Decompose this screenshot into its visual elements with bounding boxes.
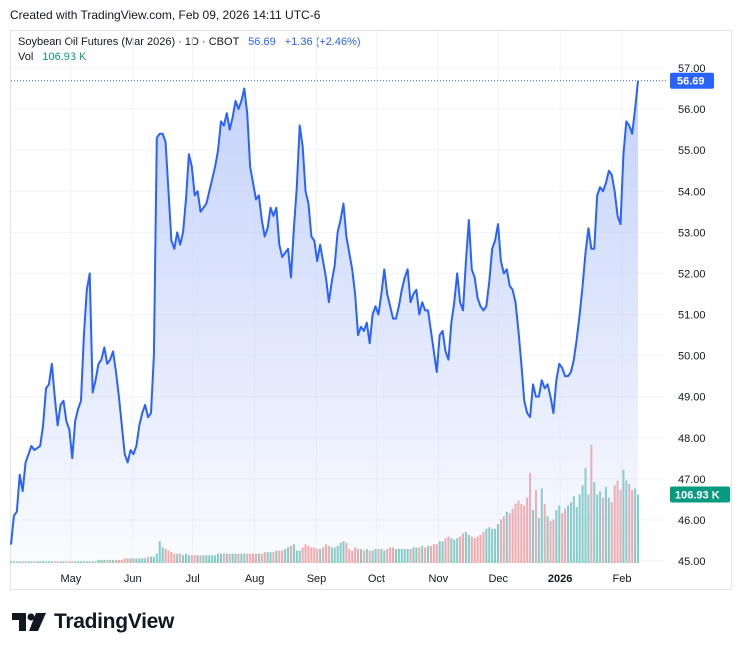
volume-bar bbox=[33, 561, 36, 563]
volume-bar bbox=[106, 559, 109, 563]
price-axis-label: 57.00 bbox=[678, 63, 706, 75]
price-axis-label: 51.00 bbox=[678, 310, 706, 322]
volume-bar bbox=[47, 561, 50, 563]
price-axis-label: 47.00 bbox=[678, 474, 706, 486]
volume-bar bbox=[94, 561, 97, 563]
volume-bar bbox=[44, 561, 48, 563]
volume-bar bbox=[103, 559, 106, 563]
time-axis-label: Feb bbox=[613, 573, 632, 585]
volume-bar bbox=[88, 561, 91, 563]
price-chart[interactable]: 57.00 56.00 55.00 54.00 53.00 52.00 51.00 50.00… bbox=[0, 0, 742, 600]
volume-bar bbox=[77, 561, 80, 563]
price-axis-label: 49.00 bbox=[678, 392, 706, 404]
volume-bar bbox=[56, 561, 59, 563]
time-axis-label: Sep bbox=[307, 573, 327, 585]
volume-bar bbox=[120, 559, 123, 563]
time-axis-label: Oct bbox=[368, 573, 385, 585]
volume-bar bbox=[36, 561, 39, 563]
time-axis-label: Jun bbox=[124, 573, 142, 585]
chart-frame bbox=[10, 30, 732, 590]
volume-bar bbox=[39, 561, 42, 563]
price-axis-label: 46.00 bbox=[678, 515, 706, 527]
time-axis-label: 2026 bbox=[548, 573, 572, 585]
last-price-tag bbox=[670, 72, 714, 89]
volume-bar bbox=[65, 561, 68, 563]
volume-bar bbox=[97, 559, 100, 563]
time-axis-label: May bbox=[61, 573, 82, 585]
volume-bar bbox=[114, 559, 118, 563]
volume-bar bbox=[91, 561, 94, 563]
volume-bar bbox=[50, 561, 53, 563]
price-axis-label: 50.00 bbox=[678, 351, 706, 363]
volume-bar bbox=[59, 561, 62, 563]
symbol-description: Soybean Oil Futures (Mar 2026) · 1D · CB… bbox=[18, 36, 240, 48]
volume-bar bbox=[9, 561, 13, 563]
tradingview-logo-icon bbox=[12, 613, 46, 631]
volume-bar bbox=[74, 561, 77, 563]
volume-bar bbox=[100, 559, 103, 563]
price-axis-label: 54.00 bbox=[678, 186, 706, 198]
price-axis-label: 52.00 bbox=[678, 268, 706, 280]
volume-bar bbox=[109, 559, 112, 563]
price-axis-label: 48.00 bbox=[678, 433, 706, 445]
volume-bar bbox=[15, 561, 18, 563]
time-axis-label: Dec bbox=[488, 573, 508, 585]
time-axis-label: Jul bbox=[186, 573, 200, 585]
volume-bar bbox=[82, 561, 85, 563]
volume-bar bbox=[85, 561, 88, 563]
price-area-fill bbox=[11, 80, 638, 562]
volume-bar bbox=[79, 561, 83, 563]
volume-bar bbox=[112, 559, 115, 563]
tradingview-logo-text: TradingView bbox=[54, 610, 175, 633]
volume-bar bbox=[62, 561, 65, 563]
last-price-tag-text: 56.69 bbox=[677, 76, 705, 88]
price-axis-label: 55.00 bbox=[678, 145, 706, 157]
price-change-value: +1.36 (+2.46%) bbox=[284, 36, 361, 48]
price-axis[interactable]: 57.00 56.00 55.00 54.00 53.00 52.00 51.00 50.00… bbox=[678, 63, 706, 568]
price-axis-label: 56.00 bbox=[678, 104, 706, 116]
volume-value: 106.93 K bbox=[42, 51, 87, 63]
volume-bar bbox=[53, 561, 56, 563]
volume-tag-text: 106.93 K bbox=[675, 490, 720, 502]
volume-tag bbox=[670, 486, 730, 503]
volume-bar bbox=[12, 561, 15, 563]
time-axis[interactable]: May Jun Jul Aug Sep Oct Nov Dec 2026 Feb bbox=[61, 573, 632, 585]
price-axis-label: 53.00 bbox=[678, 227, 706, 239]
volume-bar bbox=[30, 561, 33, 563]
created-with-text: Created with TradingView.com, Feb 09, 20… bbox=[10, 8, 321, 22]
volume-bar bbox=[68, 561, 71, 563]
volume-bar bbox=[42, 561, 45, 563]
time-axis-label: Aug bbox=[245, 573, 265, 585]
volume-label: Vol bbox=[18, 51, 34, 63]
volume-bar bbox=[21, 561, 24, 563]
volume-bar bbox=[27, 561, 30, 563]
volume-bar bbox=[71, 561, 74, 563]
volume-bar bbox=[18, 561, 21, 563]
time-axis-label: Nov bbox=[429, 573, 449, 585]
tradingview-logo[interactable]: TradingView bbox=[12, 610, 174, 634]
volume-bar bbox=[117, 559, 120, 563]
volume-bar bbox=[24, 561, 27, 563]
axis-tags: 56.69 106.93 K bbox=[670, 72, 730, 503]
price-line bbox=[10, 80, 639, 545]
price-axis-label: 45.00 bbox=[678, 556, 706, 568]
